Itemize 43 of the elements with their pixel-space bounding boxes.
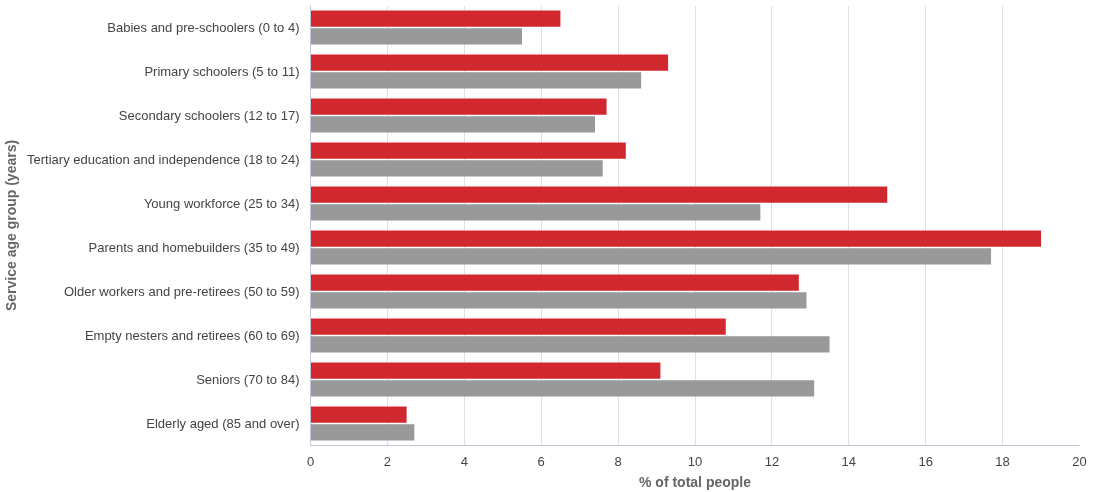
y-tick-label: Elderly aged (85 and over) [146,416,300,431]
bar [310,292,807,309]
bar [310,380,815,397]
x-axis-title: % of total people [639,473,752,490]
bar [310,160,603,177]
bar [310,230,1042,247]
y-axis-title: Service age group (years) [3,139,20,312]
x-tick-label: 18 [995,453,1010,469]
y-tick-label: Seniors (70 to 84) [196,372,300,387]
x-tick-label: 10 [687,453,703,469]
bar [310,424,415,441]
y-tick-label: Young workforce (25 to 34) [143,196,300,211]
bar [310,274,799,291]
y-tick-label: Empty nesters and retirees (60 to 69) [84,328,300,343]
bar [310,204,761,221]
bar [310,72,642,89]
y-tick-label: Tertiary education and independence (18 to 24) [27,152,300,167]
x-tick-label: 14 [841,453,857,469]
x-tick-label: 12 [764,453,780,469]
bar [310,28,522,45]
bar [310,362,661,379]
bar [310,248,992,265]
bar [310,406,407,423]
bar [310,336,830,353]
y-tick-label: Secondary schoolers (12 to 17) [118,108,300,123]
bar [310,10,561,27]
bar [310,98,607,115]
y-tick-label: Primary schoolers (5 to 11) [144,64,300,79]
y-tick-label: Older workers and pre-retirees (50 to 59) [63,284,300,299]
bar [310,318,726,335]
x-tick-label: 6 [537,453,545,469]
bar [310,186,888,203]
x-tick-label: 0 [306,453,315,469]
x-tick-label: 20 [1072,453,1087,469]
y-tick-label: Babies and pre-schoolers (0 to 4) [107,20,300,35]
x-tick-label: 2 [383,453,392,469]
y-tick-label: Parents and homebuilders (35 to 49) [88,240,300,255]
x-tick-label: 16 [918,453,933,469]
bar [310,54,669,71]
bar [310,116,596,133]
x-tick-label: 4 [460,453,468,469]
bar [310,142,626,159]
x-tick-label: 8 [614,453,622,469]
